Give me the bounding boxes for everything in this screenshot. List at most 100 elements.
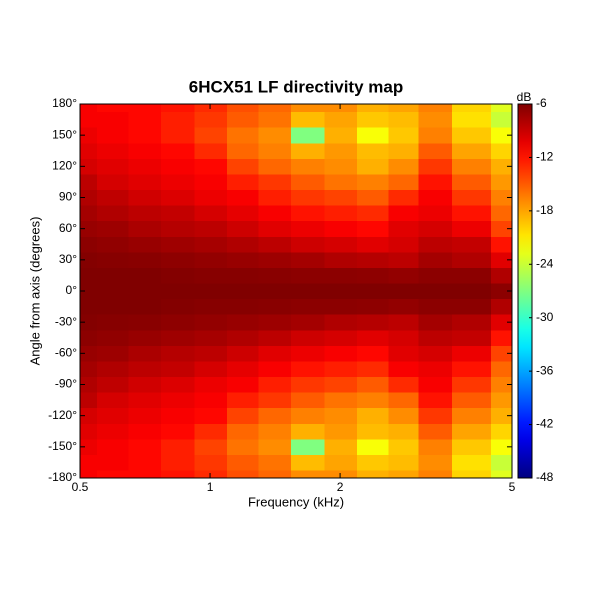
heatmap-cell [226,298,260,315]
heatmap-cell [258,438,292,455]
heatmap-cell [258,158,292,175]
heatmap-cell [161,282,196,300]
heatmap-cell [258,173,292,191]
heatmap-cell [161,267,196,284]
heatmap-cell [356,423,390,440]
heatmap-cell [96,423,129,440]
y-tick-label: -90° [55,377,77,391]
heatmap-cell [356,314,390,331]
heatmap-cell [388,267,419,284]
heatmap-cell [388,345,419,362]
heatmap-cell [490,469,513,479]
heatmap-cells [79,103,513,479]
heatmap-cell [324,111,358,128]
heatmap-cell [79,103,98,113]
heatmap-cell [291,267,326,284]
heatmap-cell [356,236,390,253]
heatmap-cell [451,127,492,144]
heatmap-cell [291,407,326,424]
heatmap-cell [128,282,162,300]
heatmap-cell [451,204,492,222]
colorbar-label: dB [517,90,532,104]
heatmap-cell [388,298,419,315]
heatmap-cell [490,267,513,284]
y-tick-label: 120° [52,159,77,173]
heatmap-cell [388,236,419,253]
x-tick-label: 2 [337,480,344,494]
heatmap-cell [128,204,162,222]
heatmap-cell [226,111,260,128]
heatmap-cell [194,103,228,113]
heatmap-cell [258,282,292,300]
heatmap-cell [194,111,228,128]
heatmap-cell [451,158,492,175]
heatmap-cell [291,423,326,440]
heatmap-cell [291,391,326,409]
heatmap-cell [451,267,492,284]
heatmap-cell [291,282,326,300]
heatmap-cell [356,111,390,128]
heatmap-cell [79,236,98,253]
heatmap-cell [96,298,129,315]
heatmap-cell [161,236,196,253]
y-tick-label: 60° [59,221,77,235]
heatmap-cell [96,282,129,300]
heatmap-cell [128,103,162,113]
heatmap-cell [324,360,358,378]
heatmap-cell [194,267,228,284]
heatmap-cell [490,423,513,440]
heatmap-cell [161,314,196,331]
heatmap-cell [226,329,260,346]
heatmap-cell [96,251,129,268]
heatmap-cell [128,127,162,144]
heatmap-cell [96,376,129,393]
heatmap-cell [96,329,129,346]
heatmap-cell [356,189,390,206]
heatmap-cell [226,158,260,175]
heatmap-cell [451,314,492,331]
heatmap-cell [291,158,326,175]
heatmap-cell [194,360,228,378]
heatmap-cell [128,345,162,362]
heatmap-cell [388,142,419,159]
heatmap-cell [418,220,453,237]
heatmap-cell [128,173,162,191]
heatmap-cell [258,236,292,253]
colorbar [517,103,533,479]
colorbar-tick-label: -42 [536,417,554,431]
heatmap-cell [388,423,419,440]
heatmap-cell [194,407,228,424]
heatmap-cell [418,345,453,362]
heatmap-cell [291,251,326,268]
heatmap-cell [161,454,196,471]
heatmap-cell [356,142,390,159]
heatmap-cell [356,298,390,315]
heatmap-cell [324,282,358,300]
heatmap-cell [418,360,453,378]
heatmap-cell [418,314,453,331]
colorbar-tick-label: -24 [536,256,554,270]
heatmap-cell [194,189,228,206]
heatmap-cell [128,329,162,346]
heatmap-cell [356,103,390,113]
heatmap-cell [324,204,358,222]
heatmap-cell [194,220,228,237]
heatmap-cell [388,173,419,191]
heatmap-cell [226,345,260,362]
x-tick-label: 5 [509,480,516,494]
heatmap-cell [451,423,492,440]
heatmap-cell [356,220,390,237]
heatmap-cell [226,407,260,424]
heatmap-cell [258,376,292,393]
heatmap-cell [324,251,358,268]
heatmap-cell [418,189,453,206]
heatmap-cell [258,314,292,331]
heatmap-cell [96,189,129,206]
heatmap-cell [128,423,162,440]
heatmap-cell [161,220,196,237]
heatmap-cell [79,298,98,315]
x-tick-label: 0.5 [72,480,89,494]
heatmap-cell [194,314,228,331]
x-tick-label: 1 [207,480,214,494]
heatmap-cell [226,189,260,206]
